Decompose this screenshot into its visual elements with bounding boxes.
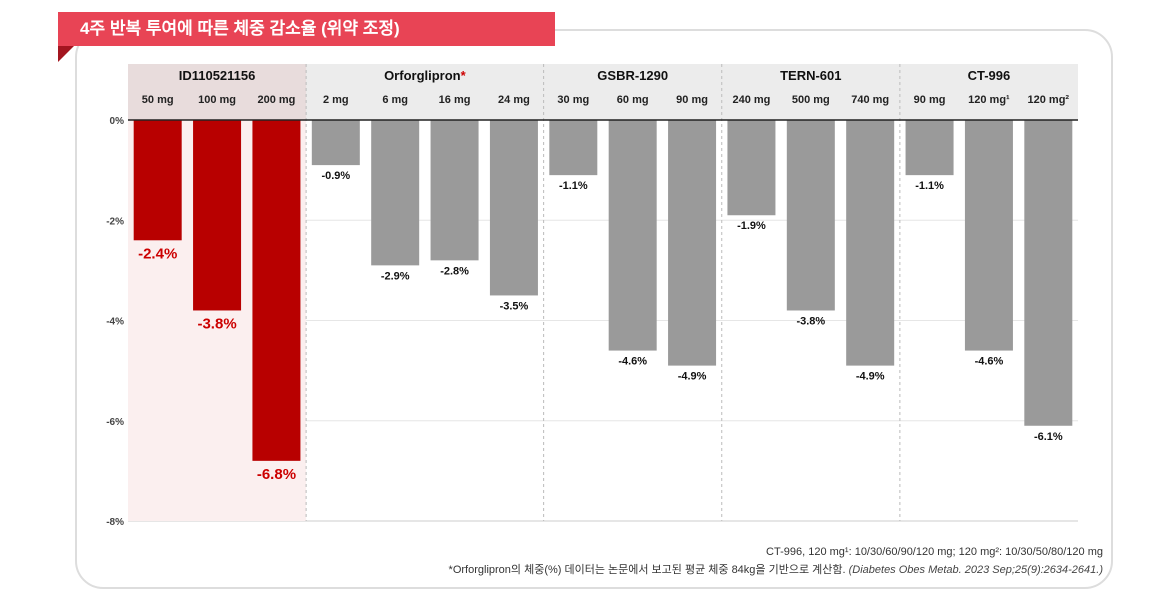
data-label: -1.1% xyxy=(915,180,944,192)
bar xyxy=(786,120,835,311)
category-label: 740 mg xyxy=(851,94,889,106)
data-label: -6.1% xyxy=(1034,431,1063,443)
category-label: 50 mg xyxy=(142,94,174,106)
bar xyxy=(846,120,895,366)
group-label: ID110521156 xyxy=(179,68,256,83)
category-label: 120 mg¹ xyxy=(968,94,1010,106)
data-label: -2.4% xyxy=(138,245,177,262)
data-label: -6.8% xyxy=(257,466,296,483)
bar xyxy=(252,120,301,461)
category-label: 30 mg xyxy=(557,94,589,106)
y-tick-label: -2% xyxy=(106,216,124,227)
bar xyxy=(489,120,538,296)
group-label: Orforglipron* xyxy=(384,68,467,83)
bar xyxy=(608,120,657,351)
category-label: 90 mg xyxy=(914,94,946,106)
data-label: -0.9% xyxy=(321,170,350,182)
bar xyxy=(964,120,1013,351)
data-label: -4.6% xyxy=(618,356,647,368)
data-label: -4.6% xyxy=(975,356,1004,368)
bar xyxy=(371,120,420,266)
data-label: -4.9% xyxy=(678,371,707,383)
bar xyxy=(549,120,598,176)
y-tick-label: -8% xyxy=(106,517,124,528)
data-label: -3.5% xyxy=(500,300,529,312)
category-label: 16 mg xyxy=(439,94,471,106)
bar xyxy=(311,120,360,166)
category-label: 60 mg xyxy=(617,94,649,106)
bar xyxy=(727,120,776,216)
chart-title: 4주 반복 투여에 따른 체중 감소율 (위약 조정) xyxy=(58,12,555,46)
category-label: 6 mg xyxy=(382,94,408,106)
data-label: -1.1% xyxy=(559,180,588,192)
data-label: -3.8% xyxy=(197,315,236,332)
footnote-orforglipron: *Orforglipron의 체중(%) 데이터는 논문에서 보고된 평균 체중… xyxy=(449,561,1103,577)
category-label: 24 mg xyxy=(498,94,530,106)
category-label: 100 mg xyxy=(198,94,236,106)
citation: (Diabetes Obes Metab. 2023 Sep;25(9):263… xyxy=(848,564,1103,576)
category-label: 90 mg xyxy=(676,94,708,106)
data-label: -4.9% xyxy=(856,371,885,383)
y-tick-label: -6% xyxy=(106,417,124,428)
category-label: 120 mg² xyxy=(1028,94,1070,106)
bar xyxy=(193,120,242,311)
bar xyxy=(133,120,182,241)
highlight-header xyxy=(128,64,307,120)
bar xyxy=(1024,120,1073,426)
group-label: GSBR-1290 xyxy=(597,68,668,83)
y-tick-label: 0% xyxy=(110,116,125,127)
group-label: TERN-601 xyxy=(780,68,841,83)
category-label: 200 mg xyxy=(257,94,295,106)
footnote-ct996: CT-996, 120 mg¹: 10/30/60/90/120 mg; 120… xyxy=(766,546,1103,558)
data-label: -1.9% xyxy=(737,220,766,232)
category-label: 500 mg xyxy=(792,94,830,106)
bar xyxy=(430,120,479,261)
y-tick-label: -4% xyxy=(106,317,124,328)
bar xyxy=(668,120,717,366)
data-label: -2.9% xyxy=(381,270,410,282)
category-label: 240 mg xyxy=(732,94,770,106)
category-label: 2 mg xyxy=(323,94,349,106)
group-label: CT-996 xyxy=(968,68,1011,83)
footnote-text: *Orforglipron의 체중(%) 데이터는 논문에서 보고된 평균 체중… xyxy=(448,564,849,576)
data-label: -3.8% xyxy=(796,315,825,327)
bar xyxy=(905,120,954,176)
data-label: -2.8% xyxy=(440,265,469,277)
